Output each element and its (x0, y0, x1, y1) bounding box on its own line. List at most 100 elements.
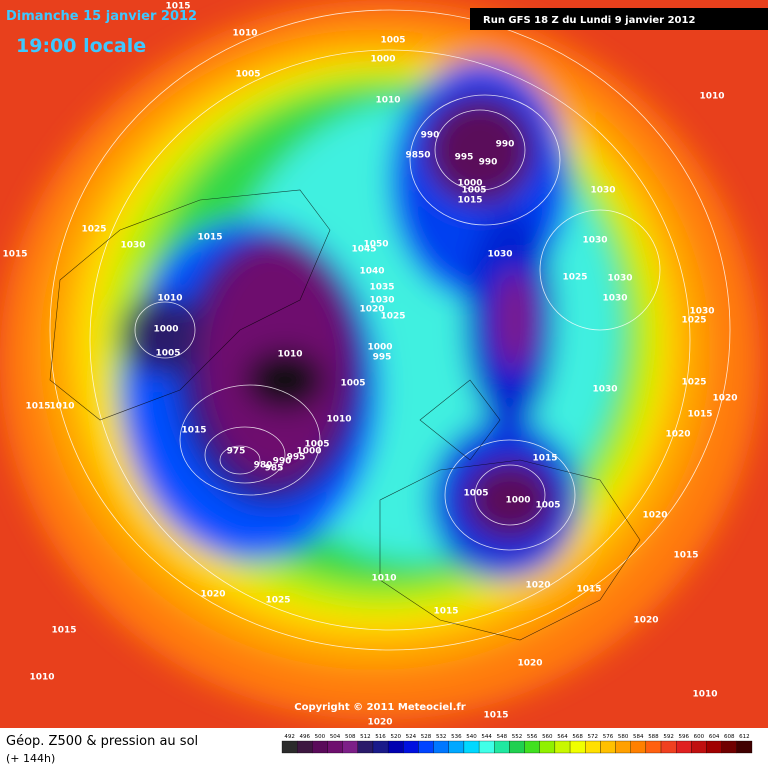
isobar-label: 1020 (633, 616, 658, 626)
scale-label: 520 (390, 734, 401, 740)
scale-label: 544 (481, 734, 492, 740)
isobar-label: 995 (287, 453, 306, 463)
scale-label: 524 (406, 734, 417, 740)
scale-label: 536 (451, 734, 462, 740)
isobar-label: 1030 (487, 250, 512, 260)
isobar-label: 1000 (153, 325, 178, 335)
scale-cell (509, 740, 525, 754)
scale-label: 540 (466, 734, 477, 740)
scale-label: 564 (557, 734, 568, 740)
scale-cell (645, 740, 662, 754)
isobar-label: 1015 (181, 426, 206, 436)
scale-cell (569, 740, 586, 754)
scale-label: 596 (679, 734, 690, 740)
isobar-label: 1025 (681, 316, 706, 326)
date: Dimanche 15 janvier 2012 (6, 9, 197, 24)
scale-label: 516 (375, 734, 386, 740)
scale-cell (615, 740, 631, 754)
scale-label: 608 (724, 734, 735, 740)
scale-label: 580 (618, 734, 629, 740)
scale-cell (297, 740, 313, 754)
isobar-label: 1035 (369, 283, 394, 293)
isobar-label: 995 (373, 353, 392, 363)
isobar-label: 1015 (673, 551, 698, 561)
isobar-label: 1005 (235, 70, 260, 80)
isobar-label: 1030 (120, 241, 145, 251)
scale-cell (448, 740, 465, 754)
scale-cell (478, 740, 495, 754)
isobar-label: 990 (273, 457, 292, 467)
isobar-label: 1010 (232, 29, 257, 39)
isobar-label: 990 (421, 131, 440, 141)
isobar-label: 1015 (483, 711, 508, 721)
scale-cell (721, 740, 737, 754)
scale-label: 500 (315, 734, 326, 740)
isobar-label: 1010 (371, 574, 396, 584)
scale-cell (691, 740, 707, 754)
scale-label: 492 (284, 734, 295, 740)
isobar-label: 1010 (277, 350, 302, 360)
isobar-label: 1005 (461, 186, 486, 196)
scale-cell (660, 740, 677, 754)
isobar-label: 1020 (712, 394, 737, 404)
isobar-label: 1025 (81, 225, 106, 235)
scale-label: 604 (709, 734, 720, 740)
scale-cell (281, 740, 298, 754)
isobar-label: 1030 (607, 274, 632, 284)
isobar-label: 1010 (375, 96, 400, 106)
scale-label: 552 (512, 734, 523, 740)
isobar-label: 1020 (367, 718, 392, 728)
isobar-label: 9850 (405, 151, 430, 161)
local-time: 19:00 locale (16, 35, 146, 57)
scale-cell (327, 740, 343, 754)
scale-cell (630, 740, 647, 754)
isobar-label: 1015 (687, 410, 712, 420)
run-info: Run GFS 18 Z du Lundi 9 janvier 2012 (483, 15, 695, 26)
isobar-label: 1040 (359, 267, 384, 277)
isobar-label: 1025 (380, 312, 405, 322)
scale-label: 588 (648, 734, 659, 740)
isobar-label: 1030 (602, 294, 627, 304)
isobar-label: 1030 (582, 236, 607, 246)
scale-cell (554, 740, 571, 754)
scale-cell (600, 740, 616, 754)
footer-lead: (+ 144h) (6, 752, 55, 765)
scale-cell (387, 740, 404, 754)
scale-label: 612 (739, 734, 750, 740)
isobar-label: 980 (254, 461, 273, 471)
scale-cell (706, 740, 722, 754)
scale-cell (494, 740, 510, 754)
scale-label: 560 (542, 734, 553, 740)
isobar-label: 1015 (165, 2, 190, 12)
isobar-label: 1000 (370, 55, 395, 65)
scale-label: 512 (360, 734, 371, 740)
footer-title: Géop. Z500 & pression au sol (6, 734, 198, 749)
isobar-label: 1000 (505, 496, 530, 506)
scale-label: 584 (633, 734, 644, 740)
isobar-label: 1020 (642, 511, 667, 521)
scale-cell (463, 740, 480, 754)
scale-label: 556 (527, 734, 538, 740)
scale-label: 528 (421, 734, 432, 740)
isobar-label: 1020 (665, 430, 690, 440)
isobar-label: 1005 (535, 501, 560, 511)
isobar-label: 1025 (265, 596, 290, 606)
scale-cell (342, 740, 358, 754)
scale-label: 548 (497, 734, 508, 740)
isobar-label: 1010 (326, 415, 351, 425)
scale-cell (418, 740, 434, 754)
isobar-label: 1025 (562, 273, 587, 283)
run-box (470, 8, 768, 30)
isobar-label: 1020 (359, 305, 384, 315)
isobar-label: 1045 (351, 245, 376, 255)
isobar-label: 1015 (51, 626, 76, 636)
isobar-label: 1005 (463, 489, 488, 499)
scale-label: 496 (299, 734, 310, 740)
scale-cell (736, 740, 753, 754)
isobar-label: 1005 (340, 379, 365, 389)
scale-label: 600 (694, 734, 705, 740)
isobar-label: 1030 (689, 307, 714, 317)
isobar-label: 975 (227, 447, 246, 457)
isobar-label: 985 (265, 464, 284, 474)
